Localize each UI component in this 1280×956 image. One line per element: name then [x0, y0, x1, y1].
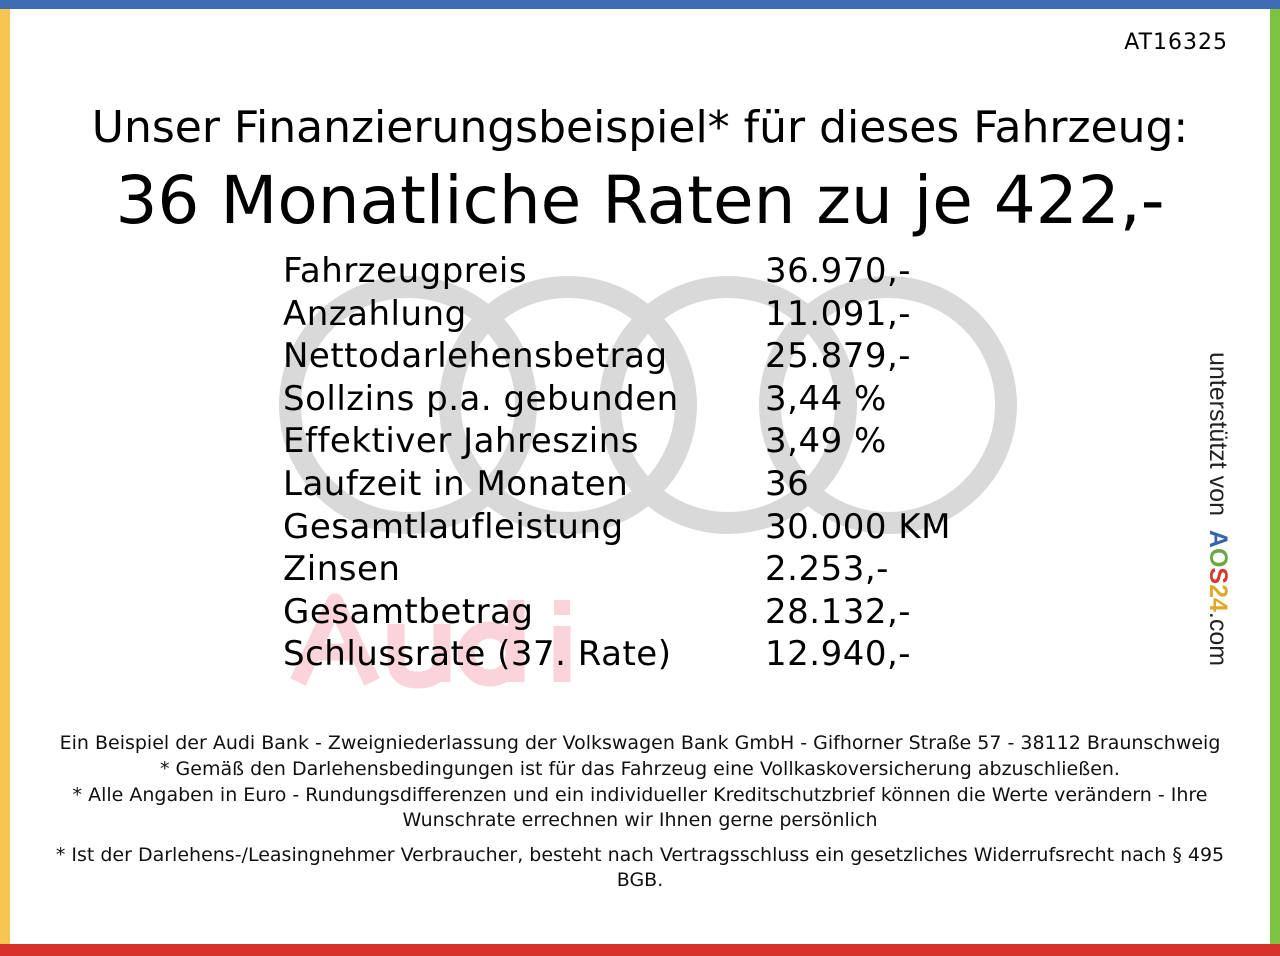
ring-4 — [759, 276, 1017, 534]
bottom-border — [0, 944, 1280, 956]
ring-2 — [439, 276, 697, 534]
row-label: Anzahlung — [283, 293, 467, 334]
row-value: 3,49 % — [765, 421, 887, 462]
row-value: 30.000 KM — [765, 506, 951, 547]
row-value: 28.132,- — [765, 591, 912, 632]
footer-notes: Ein Beispiel der Audi Bank - Zweignieder… — [40, 731, 1240, 894]
aos24-logo[interactable]: AOS24 — [1204, 530, 1232, 612]
row-value: 11.091,- — [765, 293, 912, 334]
footer-line: * Ist der Darlehens-/Leasingnehmer Verbr… — [55, 844, 1225, 891]
finance-row: Nettodarlehensbetrag 25.879,- — [283, 335, 951, 378]
ring-3 — [599, 276, 857, 534]
row-label: Effektiver Jahreszins — [283, 421, 639, 462]
right-border — [1270, 9, 1280, 944]
finance-row: Schlussrate (37. Rate) 12.940,- — [283, 633, 951, 676]
row-value: 2.253,- — [765, 549, 889, 590]
row-value: 3,44 % — [765, 378, 887, 419]
finance-table: Fahrzeugpreis 36.970,- Anzahlung 11.091,- Ne… — [283, 250, 951, 676]
row-label: Zinsen — [283, 549, 401, 590]
row-value: 25.879,- — [765, 336, 912, 377]
footer-line: * Gemäß den Darlehensbedingungen ist für… — [160, 758, 1120, 780]
footer-line: Ein Beispiel der Audi Bank - Zweignieder… — [59, 732, 1221, 754]
row-value: 36 — [765, 463, 810, 504]
finance-row: Gesamtlaufleistung 30.000 KM — [283, 506, 951, 549]
finance-row: Gesamtbetrag 28.132,- — [283, 591, 951, 634]
rate-line: 36 Monatliche Raten zu je 422,- — [115, 162, 1165, 239]
row-label: Schlussrate (37. Rate) — [283, 634, 672, 675]
row-value: 12.940,- — [765, 634, 912, 675]
supported-by: unterstützt von AOS24.com — [1203, 352, 1232, 666]
finance-row: Fahrzeugpreis 36.970,- — [283, 250, 951, 293]
row-value: 36.970,- — [765, 251, 912, 291]
logo-letter: O — [1204, 547, 1232, 568]
row-label: Fahrzeugpreis — [283, 251, 528, 291]
headline: Unser Finanzierungsbeispiel* für dieses … — [91, 102, 1189, 153]
row-label: Nettodarlehensbetrag — [283, 336, 668, 377]
finance-row: Sollzins p.a. gebunden 3,44 % — [283, 378, 951, 421]
top-border — [0, 0, 1280, 9]
supported-by-text: unterstützt von — [1204, 352, 1232, 516]
audi-lettering-graphic — [290, 593, 571, 689]
logo-letter: A — [1204, 529, 1232, 548]
vehicle-code: AT16325 — [1124, 30, 1228, 55]
finance-row: Anzahlung 11.091,- — [283, 293, 951, 336]
row-label: Gesamtlaufleistung — [283, 506, 624, 547]
finance-row: Effektiver Jahreszins 3,49 % — [283, 420, 951, 463]
logo-letter: S — [1204, 567, 1232, 585]
logo-suffix: .com — [1204, 611, 1232, 667]
finance-row: Laufzeit in Monaten 36 — [283, 463, 951, 506]
row-label: Sollzins p.a. gebunden — [283, 378, 679, 419]
ring-1 — [279, 276, 537, 534]
logo-letter: 2 — [1204, 584, 1232, 598]
footer-line: * Alle Angaben in Euro - Rundungsdiffere… — [72, 784, 1208, 831]
left-border — [0, 9, 10, 944]
finance-row: Zinsen 2.253,- — [283, 548, 951, 591]
row-label: Laufzeit in Monaten — [283, 463, 629, 504]
row-label: Gesamtbetrag — [283, 591, 534, 632]
logo-letter: 4 — [1204, 598, 1232, 612]
